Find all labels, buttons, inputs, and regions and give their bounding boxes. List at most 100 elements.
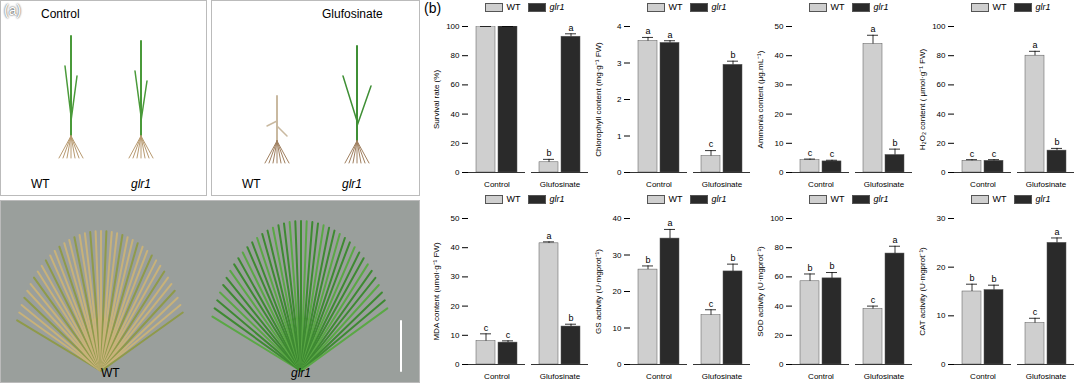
svg-text:c: c [830, 149, 835, 159]
svg-text:Survival rate (%): Survival rate (%) [432, 70, 441, 129]
svg-text:a: a [667, 218, 672, 228]
svg-text:Glufosinate: Glufosinate [864, 372, 905, 381]
svg-text:3: 3 [617, 59, 622, 68]
svg-text:0: 0 [941, 168, 946, 177]
svg-text:Glufosinate: Glufosinate [1026, 180, 1067, 189]
svg-text:20: 20 [775, 110, 784, 119]
svg-text:Glufosinate: Glufosinate [1026, 372, 1067, 381]
svg-text:CAT activity (U·mgprot⁻¹): CAT activity (U·mgprot⁻¹) [918, 247, 927, 336]
svg-text:80: 80 [937, 51, 946, 60]
svg-text:40: 40 [775, 302, 784, 311]
svg-text:SOD activity (U·mgprot⁻¹): SOD activity (U·mgprot⁻¹) [756, 246, 765, 337]
svg-text:c: c [484, 323, 489, 333]
svg-text:1: 1 [617, 132, 622, 141]
svg-text:0: 0 [455, 168, 460, 177]
svg-text:50: 50 [775, 22, 784, 31]
svg-text:Glufosinate: Glufosinate [864, 180, 905, 189]
svg-text:0: 0 [455, 360, 460, 369]
svg-text:0: 0 [617, 360, 622, 369]
svg-text:10: 10 [937, 311, 946, 320]
svg-text:b: b [892, 138, 897, 148]
svg-text:c: c [992, 149, 997, 159]
svg-text:30: 30 [775, 80, 784, 89]
svg-text:30: 30 [613, 251, 622, 260]
svg-text:b: b [829, 261, 834, 271]
svg-text:c: c [506, 330, 511, 340]
svg-text:20: 20 [451, 139, 460, 148]
svg-text:Glufosinate: Glufosinate [540, 180, 581, 189]
svg-text:60: 60 [451, 80, 460, 89]
svg-text:Control: Control [646, 372, 672, 381]
svg-text:0: 0 [779, 168, 784, 177]
svg-text:Glufosinate: Glufosinate [702, 180, 743, 189]
svg-text:a: a [568, 23, 573, 33]
svg-text:a: a [667, 30, 672, 40]
svg-text:Control: Control [808, 180, 834, 189]
svg-text:a: a [546, 231, 551, 241]
svg-text:10: 10 [775, 139, 784, 148]
svg-text:40: 40 [937, 110, 946, 119]
svg-text:H₂O₂ content ( μmol·g⁻¹ FW): H₂O₂ content ( μmol·g⁻¹ FW) [918, 48, 927, 150]
svg-text:Control: Control [970, 372, 996, 381]
svg-text:a: a [870, 24, 875, 34]
svg-text:20: 20 [775, 331, 784, 340]
svg-text:c: c [871, 295, 876, 305]
svg-text:b: b [991, 274, 996, 284]
svg-text:b: b [546, 148, 551, 158]
svg-text:c: c [970, 149, 975, 159]
svg-text:a: a [1054, 227, 1059, 237]
svg-text:20: 20 [937, 139, 946, 148]
svg-text:b: b [730, 50, 735, 60]
svg-text:Ammonia content (μg.mL⁻¹): Ammonia content (μg.mL⁻¹) [756, 50, 765, 148]
svg-text:30: 30 [937, 214, 946, 223]
svg-text:Glufosinate: Glufosinate [702, 372, 743, 381]
svg-text:c: c [709, 299, 714, 309]
svg-text:40: 40 [451, 243, 460, 252]
svg-text:b: b [645, 255, 650, 265]
svg-text:Chlorophyll content (mg·g⁻¹ FW: Chlorophyll content (mg·g⁻¹ FW) [594, 42, 603, 157]
svg-text:a: a [1032, 40, 1037, 50]
svg-text:Control: Control [484, 372, 510, 381]
svg-text:100: 100 [932, 22, 946, 31]
svg-text:20: 20 [613, 287, 622, 296]
svg-text:a: a [892, 235, 897, 245]
svg-text:Control: Control [484, 180, 510, 189]
svg-text:c: c [808, 148, 813, 158]
svg-text:Control: Control [970, 180, 996, 189]
html-text:(a): (a) [4, 2, 22, 18]
svg-text:0: 0 [779, 360, 784, 369]
svg-text:40: 40 [613, 214, 622, 223]
svg-text:20: 20 [937, 263, 946, 272]
svg-text:MDA content (umol·g⁻¹ FW): MDA content (umol·g⁻¹ FW) [432, 242, 441, 340]
svg-text:c: c [709, 139, 714, 149]
svg-text:10: 10 [451, 331, 460, 340]
svg-text:40: 40 [451, 110, 460, 119]
svg-text:100: 100 [770, 214, 784, 223]
svg-text:GS activity (U·mgprot⁻¹): GS activity (U·mgprot⁻¹) [594, 249, 603, 334]
svg-text:a: a [645, 26, 650, 36]
html-text:(b): (b) [424, 0, 442, 16]
svg-text:80: 80 [451, 51, 460, 60]
svg-text:60: 60 [937, 80, 946, 89]
svg-text:b: b [969, 273, 974, 283]
svg-text:0: 0 [941, 360, 946, 369]
svg-text:Control: Control [808, 372, 834, 381]
svg-text:40: 40 [775, 51, 784, 60]
svg-text:2: 2 [617, 95, 622, 104]
svg-text:c: c [1033, 307, 1038, 317]
svg-text:80: 80 [775, 243, 784, 252]
svg-text:Glufosinate: Glufosinate [540, 372, 581, 381]
svg-text:60: 60 [775, 272, 784, 281]
svg-text:50: 50 [451, 214, 460, 223]
svg-text:Control: Control [646, 180, 672, 189]
svg-text:4: 4 [617, 22, 622, 31]
svg-text:0: 0 [617, 168, 622, 177]
svg-text:b: b [730, 253, 735, 263]
svg-text:10: 10 [613, 324, 622, 333]
svg-text:b: b [807, 263, 812, 273]
svg-text:100: 100 [446, 22, 460, 31]
svg-text:20: 20 [451, 302, 460, 311]
svg-text:b: b [568, 313, 573, 323]
svg-text:30: 30 [451, 272, 460, 281]
svg-text:b: b [1054, 137, 1059, 147]
